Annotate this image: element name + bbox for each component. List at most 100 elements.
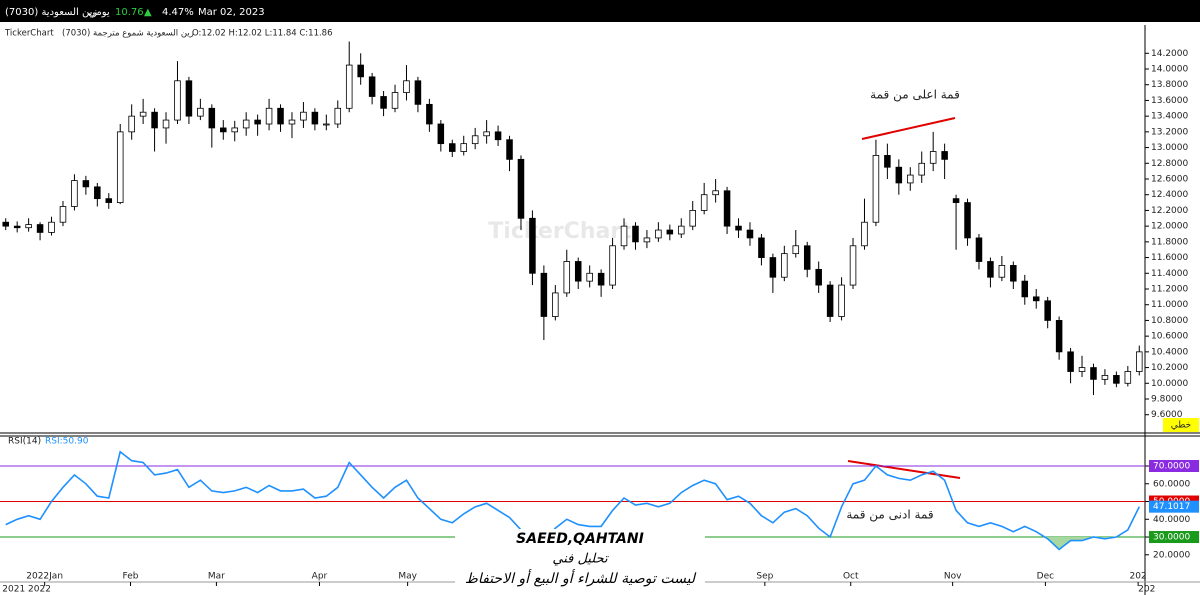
x-tick-label: Apr [312, 572, 328, 582]
y-tick-label: 11.2000 [1151, 285, 1188, 295]
candle-body [1055, 320, 1063, 353]
candle-body [197, 107, 204, 117]
candle-body [128, 115, 135, 133]
candle-body [471, 135, 479, 145]
y-tick-label: 20.0000 [1153, 550, 1190, 560]
symbol: زين السعودية (7030) [5, 7, 97, 18]
y-tick-label: 12.4000 [1151, 190, 1188, 200]
x-tick-label: 2022Jan [26, 572, 63, 582]
candle-body [563, 261, 571, 294]
candle-body [13, 225, 21, 229]
candle-body [975, 237, 983, 262]
y-tick-label: 70.0000 [1153, 462, 1190, 472]
candle-body [36, 224, 44, 233]
y-tick-label: 13.6000 [1151, 96, 1188, 106]
candle-body [700, 194, 708, 211]
candle-body [449, 143, 456, 152]
candle-body [884, 155, 891, 168]
candle-body [71, 180, 78, 207]
candle-body [769, 257, 777, 278]
candle-body [1136, 351, 1143, 372]
candle-body [666, 229, 674, 235]
x-tick-label: Feb [123, 572, 139, 582]
candle-body [116, 131, 124, 203]
candle-body [151, 111, 158, 129]
y-tick-label: 13.0000 [1151, 143, 1188, 153]
candle-body [1078, 367, 1086, 372]
candle-body [494, 131, 502, 141]
y-tick-label: 14.0000 [1151, 65, 1188, 75]
candle-body [964, 202, 971, 239]
candle-body [483, 131, 490, 137]
arrow: ▲ [144, 7, 152, 18]
x-tick-label: Sep [756, 572, 773, 582]
y-tick-label: 10.2000 [1151, 363, 1188, 373]
x-tick-label: Dec [1037, 572, 1054, 582]
date: Mar 02, 2023 [198, 7, 265, 18]
x-tick-label: Mar [208, 572, 225, 582]
y-tick-label: 9.8000 [1151, 395, 1183, 405]
candle-body [517, 158, 525, 219]
y-tick-label: 10.6000 [1151, 332, 1188, 342]
candle-body [368, 76, 376, 97]
x-tick-label-2: 2021 2022 [2, 585, 51, 595]
y-tick-label: 13.4000 [1151, 112, 1188, 122]
candle-body [403, 80, 410, 93]
candle-body [139, 111, 147, 117]
y-tick-label: 9.6000 [1151, 410, 1183, 420]
mode-label: خطي [1171, 421, 1191, 431]
candle-body [426, 103, 433, 125]
candle-body [208, 107, 216, 129]
candle-body [632, 225, 639, 243]
y-tick-label: 12.2000 [1151, 206, 1188, 216]
watermark: TickerChart [488, 219, 632, 244]
candle-body [105, 198, 113, 203]
rsi-value: RSI:50.90 [45, 437, 89, 447]
trend-line [861, 117, 956, 140]
candle-body [849, 245, 857, 286]
rsi-trend-line [847, 460, 961, 479]
candle-body [220, 127, 227, 133]
level-box [1149, 460, 1199, 473]
overlay-disclaimer: ليست توصية للشراء أو البيع أو الاحتفاظ [465, 569, 697, 587]
candle-body [712, 190, 719, 196]
candle-body [678, 225, 685, 235]
candle-body [231, 127, 238, 133]
mode-box [1163, 418, 1199, 432]
candle-body [895, 166, 903, 184]
candle-body [48, 221, 55, 233]
candle-body [643, 237, 651, 243]
rsi-annotation: قمة ادنى من قمة [846, 508, 933, 523]
legend-instrument: زين السعودية شموع مترجمة (7030) [62, 29, 194, 39]
candle-body [815, 268, 822, 286]
y-tick-label: 11.0000 [1151, 300, 1188, 310]
candle-body [861, 221, 868, 247]
current-box [1149, 500, 1199, 513]
y-tick-label: 13.8000 [1151, 80, 1188, 90]
candle-body [1090, 367, 1097, 380]
candle-body [1101, 375, 1109, 380]
candle-body [620, 225, 628, 247]
candle-body [689, 210, 696, 227]
candle-body [242, 119, 250, 129]
candle-body [437, 123, 445, 145]
candle-body [345, 64, 353, 109]
candle-body [94, 186, 101, 200]
candle-body [288, 119, 296, 125]
candle-body [540, 272, 548, 317]
candle-body [746, 229, 754, 239]
candle-body [460, 143, 467, 152]
candle-body [781, 253, 788, 278]
candle-body [162, 119, 170, 129]
x-tick-label: 202 [1130, 572, 1147, 582]
candle-body [529, 217, 536, 274]
y-tick-label: 11.4000 [1151, 269, 1188, 279]
candle-body [1044, 300, 1051, 321]
legend-ohlc: O:12.02 H:12.02 L:11.84 C:11.86 [192, 29, 333, 39]
x-tick-label: May [398, 572, 417, 582]
candle-body [998, 265, 1006, 278]
candle-body [334, 107, 342, 125]
candle-body [1010, 265, 1017, 282]
change: 4.47% [162, 7, 194, 18]
